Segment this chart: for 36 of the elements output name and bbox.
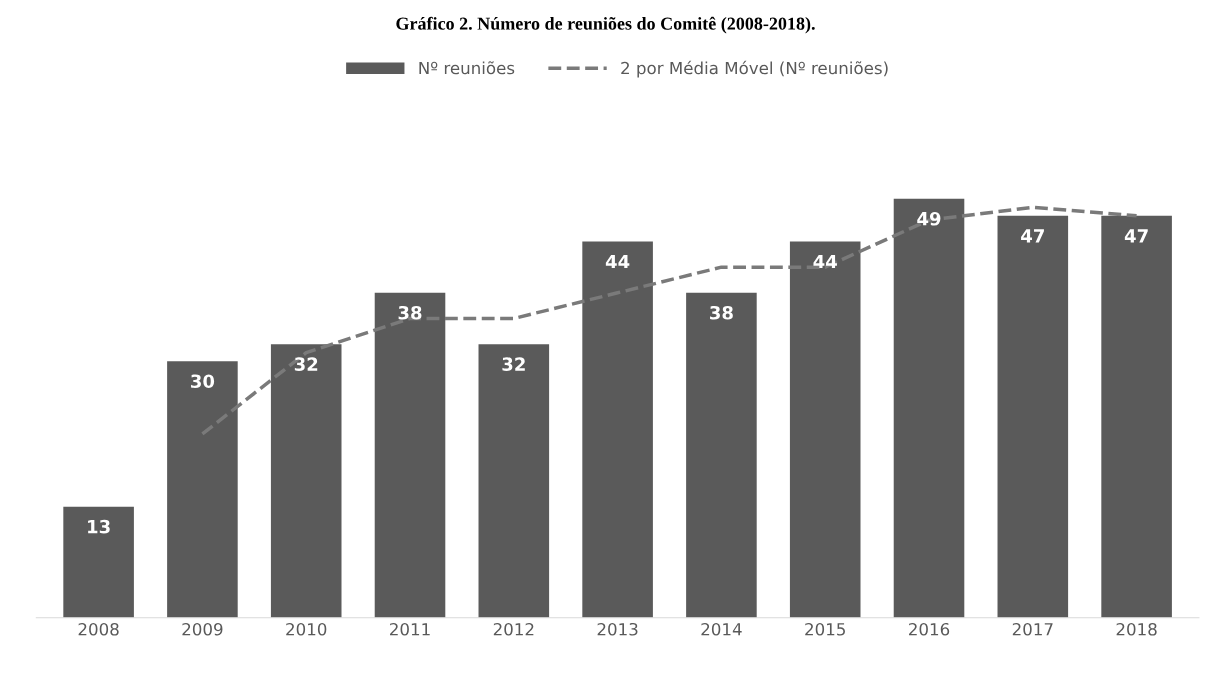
x-tick-label: 2015 — [805, 622, 845, 636]
bar — [478, 344, 550, 618]
bar — [789, 241, 861, 618]
bar — [167, 361, 238, 618]
data-label: 49 — [917, 211, 941, 226]
bar — [63, 506, 134, 618]
data-label: 13 — [88, 519, 110, 534]
data-label: 44 — [605, 254, 630, 269]
x-tick-label: 2011 — [390, 622, 430, 636]
x-tick-label: 2014 — [701, 622, 742, 636]
data-label: 38 — [710, 305, 733, 320]
bar — [997, 215, 1069, 618]
bar — [270, 344, 342, 618]
data-label: 38 — [398, 305, 422, 320]
x-tick-label: 2010 — [286, 622, 327, 636]
legend-label: Nº reuniões — [419, 61, 515, 75]
bar — [374, 292, 446, 618]
legend-label: 2 por Média Móvel (Nº reuniões) — [621, 60, 888, 78]
bar — [893, 198, 965, 618]
data-label: 47 — [1124, 229, 1148, 243]
bar — [582, 241, 653, 618]
data-label: 30 — [191, 374, 215, 389]
x-tick-label: 2018 — [1116, 622, 1157, 636]
x-tick-label: 2013 — [597, 622, 638, 636]
data-label: 32 — [502, 357, 525, 371]
x-tick-label: 2017 — [1012, 622, 1053, 636]
x-tick-label: 2016 — [909, 622, 950, 636]
chart-title: Gráfico 2. Número de reuniões do Comitê (2008-2018). — [396, 16, 815, 34]
bar — [1101, 215, 1172, 618]
data-label: 44 — [813, 254, 837, 269]
data-label: 47 — [1021, 229, 1044, 243]
data-label: 32 — [294, 357, 318, 371]
x-tick-label: 2012 — [493, 622, 534, 636]
bar — [686, 292, 757, 618]
x-tick-label: 2009 — [182, 622, 223, 636]
x-tick-label: 2008 — [78, 622, 119, 636]
